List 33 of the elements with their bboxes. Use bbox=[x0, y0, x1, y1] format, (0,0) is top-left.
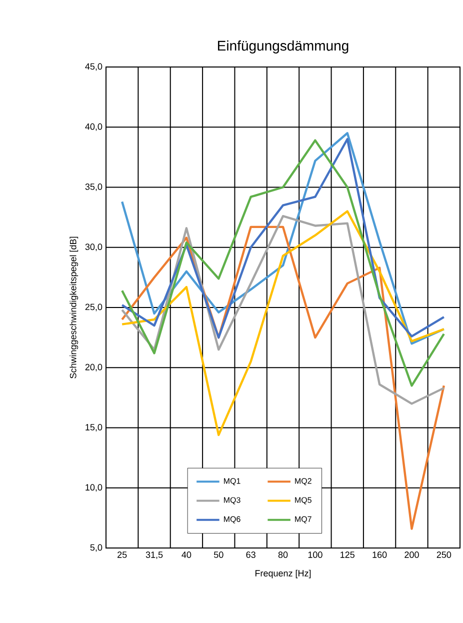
y-tick-label: 25,0 bbox=[85, 304, 102, 312]
line-series bbox=[120, 215, 446, 405]
y-axis-title: Schwinggeschwindigkeitspegel [dB] bbox=[70, 236, 78, 378]
y-tick-label: 5,0 bbox=[90, 544, 102, 552]
line-series bbox=[120, 226, 446, 530]
x-tick-label: 160 bbox=[372, 552, 387, 558]
line-series bbox=[120, 210, 446, 436]
y-tick-label: 15,0 bbox=[86, 424, 102, 432]
legend-label: MQ1 bbox=[224, 478, 240, 486]
x-tick-label: 25 bbox=[118, 552, 127, 558]
x-tick-label: 63 bbox=[246, 552, 256, 558]
y-tick-label: 30,0 bbox=[85, 244, 102, 252]
x-tick-label: 80 bbox=[278, 552, 288, 558]
x-tick-label: 200 bbox=[404, 552, 419, 558]
legend-label: MQ5 bbox=[295, 497, 312, 504]
legend-label: MQ7 bbox=[295, 516, 312, 524]
legend-label: MQ3 bbox=[224, 497, 240, 504]
x-tick-label: 40 bbox=[182, 552, 192, 558]
x-tick-label: 125 bbox=[340, 552, 354, 558]
y-tick-label: 40,0 bbox=[85, 123, 102, 131]
x-axis-title: Frequenz [Hz] bbox=[255, 570, 311, 578]
line-series bbox=[120, 139, 446, 387]
x-tick-label: 250 bbox=[436, 552, 452, 558]
y-tick-label: 10,0 bbox=[86, 484, 102, 492]
x-tick-label: 100 bbox=[308, 552, 322, 558]
x-tick-label: 50 bbox=[214, 552, 224, 558]
y-tick-label: 45,0 bbox=[85, 63, 102, 71]
y-tick-label: 20,0 bbox=[85, 364, 102, 372]
legend-label: MQ6 bbox=[224, 516, 240, 524]
chart-title: Einfügungsdämmung bbox=[218, 40, 348, 54]
x-tick-label: 31,5 bbox=[146, 552, 163, 559]
y-tick-label: 35,0 bbox=[85, 184, 102, 191]
legend-label: MQ2 bbox=[295, 478, 312, 486]
